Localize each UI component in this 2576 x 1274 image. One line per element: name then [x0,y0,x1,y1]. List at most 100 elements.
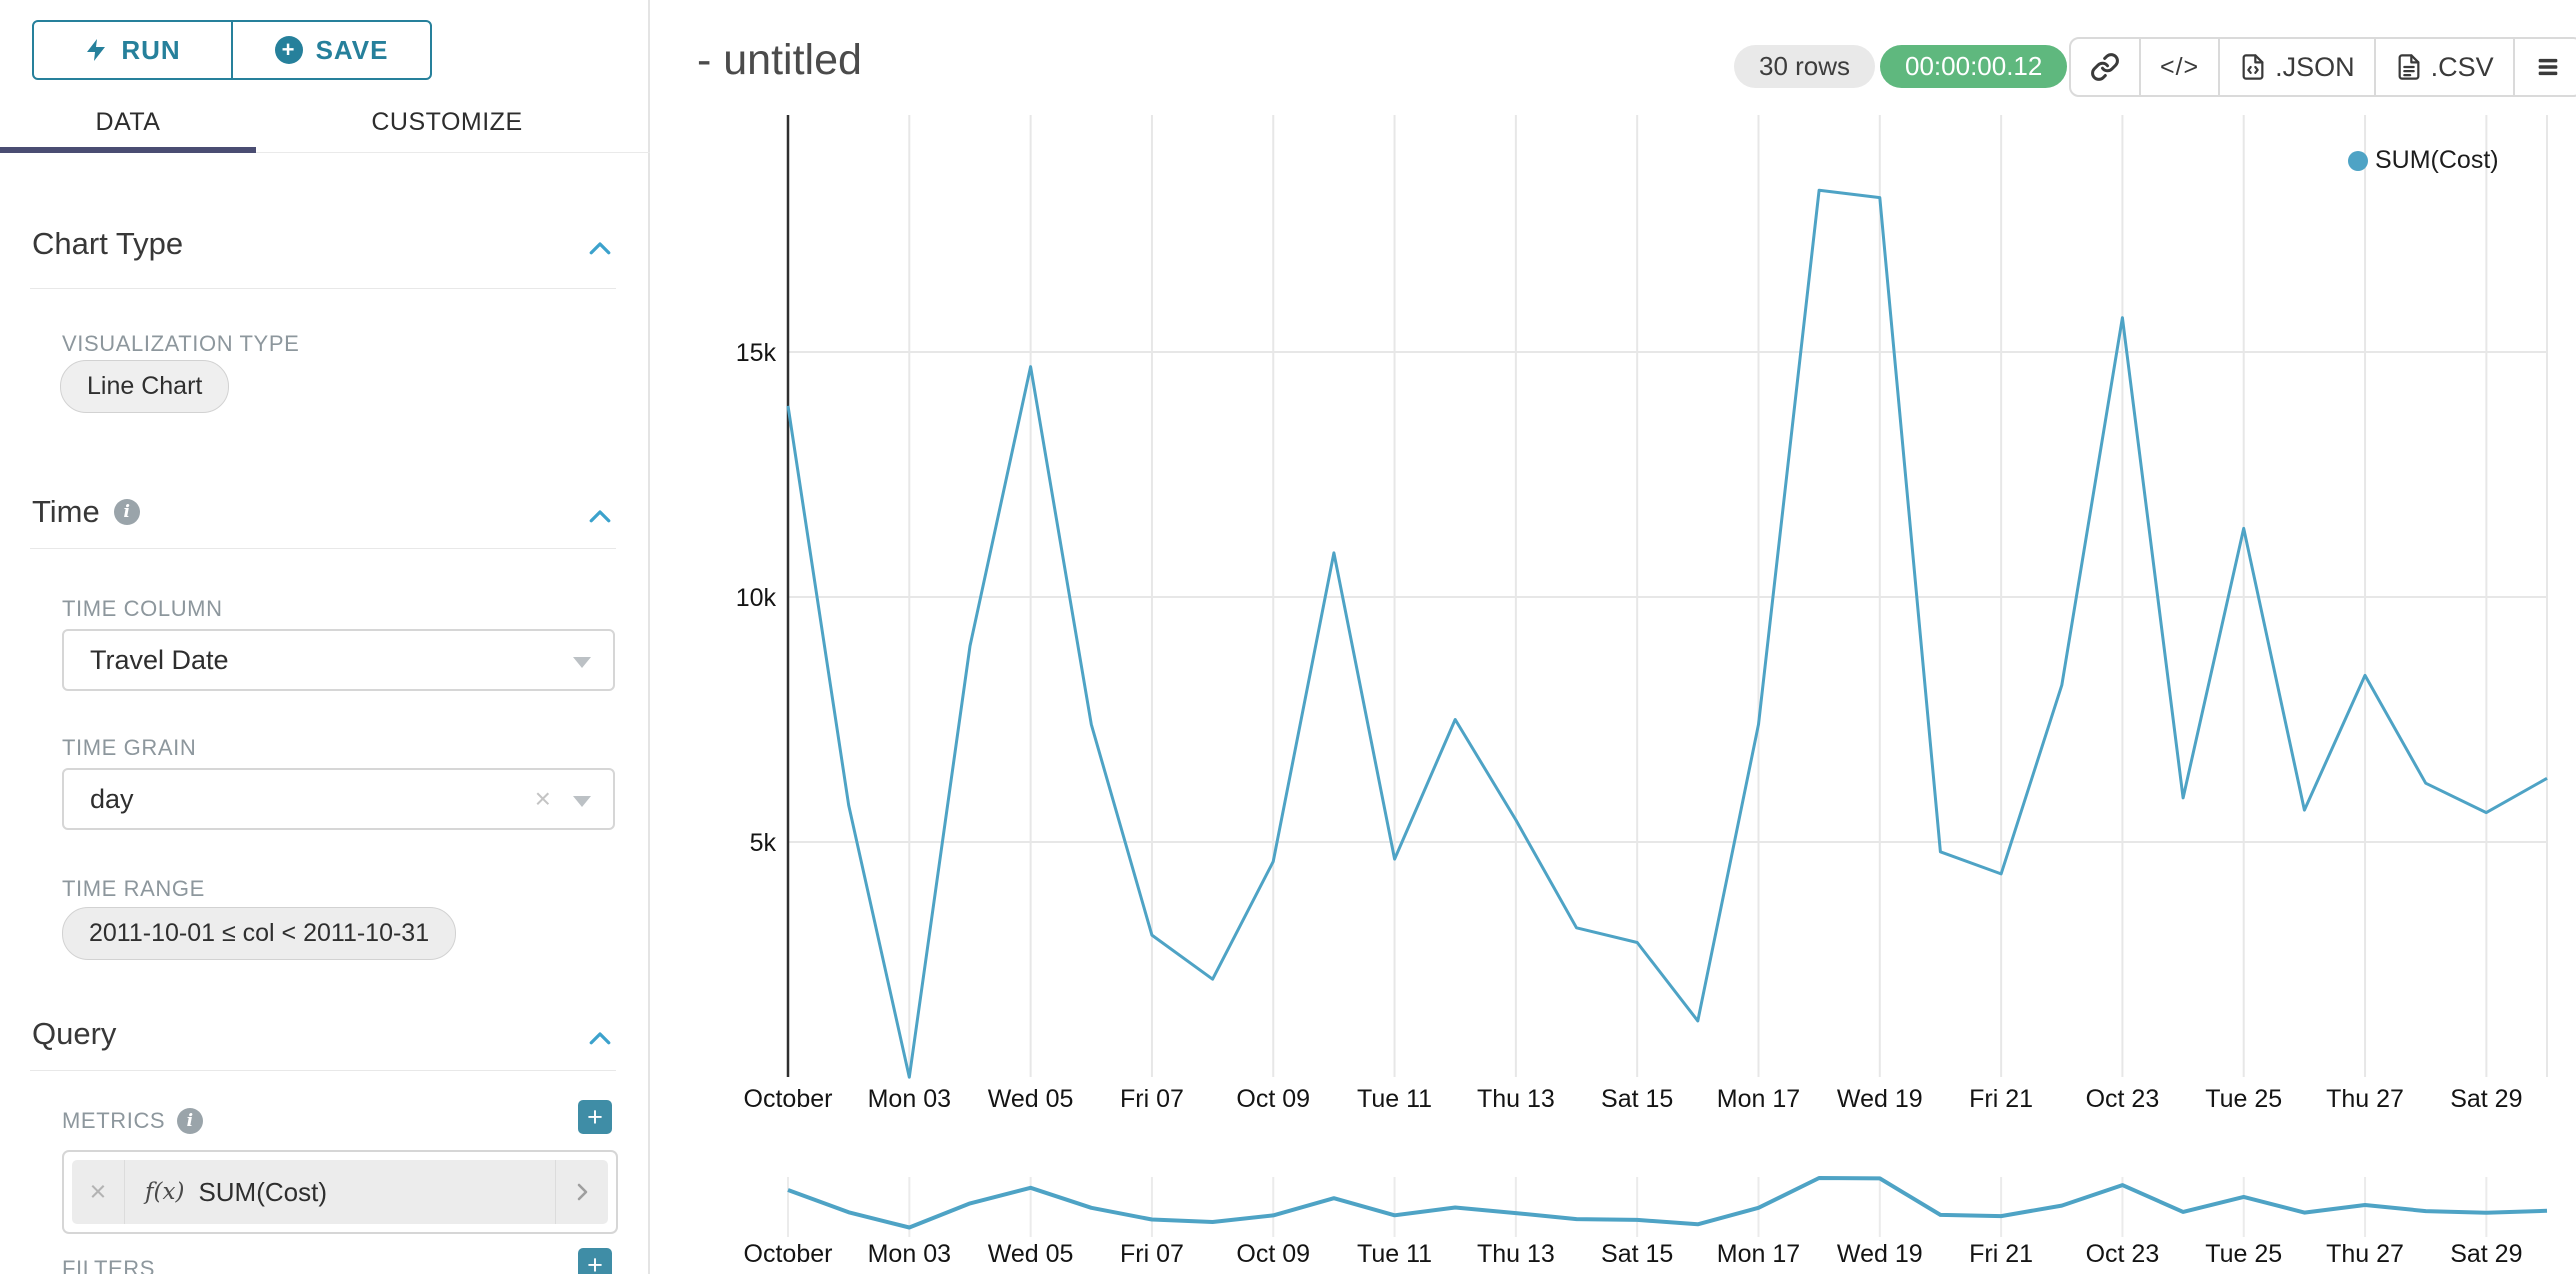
active-tab-underline [0,147,256,153]
svg-text:Thu 13: Thu 13 [1477,1085,1555,1113]
metric-body: f(x) SUM(Cost) [125,1177,555,1208]
time-grain-select[interactable]: day × [62,768,615,830]
svg-text:Mon 03: Mon 03 [868,1240,951,1268]
svg-text:Wed 19: Wed 19 [1837,1085,1923,1113]
section-divider [30,1070,616,1071]
time-column-value: Travel Date [90,644,229,675]
metrics-field: × f(x) SUM(Cost) [62,1150,618,1234]
svg-text:Fri 21: Fri 21 [1969,1085,2033,1113]
lightning-icon [87,39,106,61]
legend-label: SUM(Cost) [2375,146,2499,174]
caret-down-icon [573,657,591,668]
export-json-button[interactable]: .JSON [2218,39,2374,95]
x-axis-labels: October Mon 03 Wed 05 Fri 07 Oct 09 Tue 11 Thu… [744,1085,2523,1113]
run-button-label: RUN [121,34,181,65]
save-button-label: SAVE [315,34,389,65]
info-icon[interactable]: i [113,499,140,525]
y-gridlines [788,351,2547,843]
time-range-pill[interactable]: 2011-10-01 ≤ col < 2011-10-31 [62,907,457,960]
line-chart-canvas[interactable]: 5k 10k 15k October Mon 03 Wed 05 Fri 07 Oct 09 T… [660,100,2576,1274]
time-title-text: Time [32,494,100,529]
export-csv-button[interactable]: .CSV [2373,39,2513,95]
chevron-up-icon [589,1032,611,1045]
svg-text:Mon 03: Mon 03 [868,1085,951,1113]
share-link-button[interactable] [2071,39,2139,95]
svg-text:Wed 05: Wed 05 [988,1085,1074,1113]
metrics-label: METRICS i [62,1108,204,1134]
svg-text:Sat 29: Sat 29 [2450,1240,2522,1268]
pill-divider [555,1160,556,1224]
chevron-up-icon [589,242,611,255]
svg-text:Wed 19: Wed 19 [1837,1240,1923,1268]
time-collapse-button[interactable] [583,500,621,534]
control-sidebar: RUN + SAVE DATA CUSTOMIZE Chart Type VIS… [0,0,650,1274]
svg-text:Thu 27: Thu 27 [2326,1085,2404,1113]
section-time-title: Time i [32,494,140,530]
svg-text:Fri 07: Fri 07 [1120,1240,1184,1268]
embed-code-button[interactable]: </> [2139,39,2218,95]
export-csv-label: .CSV [2430,51,2494,82]
svg-text:Oct 23: Oct 23 [2086,1240,2160,1268]
tab-customize[interactable]: CUSTOMIZE [371,108,523,136]
run-save-button-group: RUN + SAVE [32,20,432,80]
legend-item[interactable]: SUM(Cost) [2348,146,2499,175]
query-collapse-button[interactable] [583,1022,621,1056]
save-button[interactable]: + SAVE [231,22,430,78]
svg-text:Tue 25: Tue 25 [2205,1085,2282,1113]
metric-pill[interactable]: × f(x) SUM(Cost) [72,1160,608,1224]
svg-text:Thu 27: Thu 27 [2326,1240,2404,1268]
tab-data[interactable]: DATA [95,108,161,136]
legend-dot [2348,150,2368,171]
svg-text:Wed 05: Wed 05 [988,1240,1074,1268]
file-lines-icon [2398,54,2420,80]
svg-text:15k: 15k [736,339,777,367]
viz-type-pill[interactable]: Line Chart [60,360,230,413]
chart-type-collapse-button[interactable] [583,232,621,266]
series-line [786,188,2548,1079]
query-timer-badge: 00:00:00.12 [1880,45,2068,88]
metrics-label-text: METRICS [62,1108,166,1133]
caret-down-icon [573,796,591,807]
mini-x-axis-labels: October Mon 03 Wed 05 Fri 07 Oct 09 Tue 11 Thu… [744,1240,2523,1268]
svg-text:October: October [744,1240,833,1268]
add-metric-button[interactable]: + [578,1100,612,1134]
section-divider [30,548,616,549]
svg-text:Tue 25: Tue 25 [2205,1240,2282,1268]
clear-icon[interactable]: × [534,783,551,814]
mini-chart-brush[interactable] [787,1176,2548,1230]
chevron-up-icon [589,510,611,523]
pill-divider [124,1160,125,1224]
link-icon [2091,53,2119,81]
y-axis-labels: 5k 10k 15k [736,339,777,857]
svg-text:Fri 07: Fri 07 [1120,1085,1184,1113]
mini-x-gridlines [787,1177,2488,1237]
section-chart-type-title: Chart Type [32,226,184,261]
filters-label: FILTERS [62,1256,156,1274]
svg-text:10k: 10k [736,584,777,612]
svg-text:Tue 11: Tue 11 [1357,1085,1432,1113]
svg-text:Sat 15: Sat 15 [1601,1240,1673,1268]
expand-metric-button[interactable] [556,1179,608,1205]
run-button[interactable]: RUN [34,22,231,78]
info-icon[interactable]: i [177,1108,204,1134]
time-grain-value: day [90,783,134,814]
section-divider [30,288,616,289]
export-json-label: .JSON [2275,51,2355,82]
svg-text:Sat 29: Sat 29 [2450,1085,2522,1113]
svg-text:Oct 09: Oct 09 [1236,1240,1310,1268]
viz-type-label: VISUALIZATION TYPE [62,331,300,356]
function-icon: f(x) [145,1179,185,1205]
svg-text:Thu 13: Thu 13 [1477,1240,1555,1268]
chart-title[interactable]: - untitled [697,36,862,84]
chart-menu-button[interactable] [2512,39,2576,95]
svg-text:Sat 15: Sat 15 [1601,1085,1673,1113]
code-icon: </> [2160,52,2200,81]
export-button-group: </> .JSON .CSV [2069,37,2576,97]
add-filter-button[interactable]: + [578,1248,612,1274]
svg-text:Tue 11: Tue 11 [1357,1240,1432,1268]
remove-metric-icon[interactable]: × [89,1175,107,1208]
time-column-select[interactable]: Travel Date [62,629,615,691]
svg-text:Oct 23: Oct 23 [2086,1085,2160,1113]
metric-name: SUM(Cost) [198,1176,327,1207]
